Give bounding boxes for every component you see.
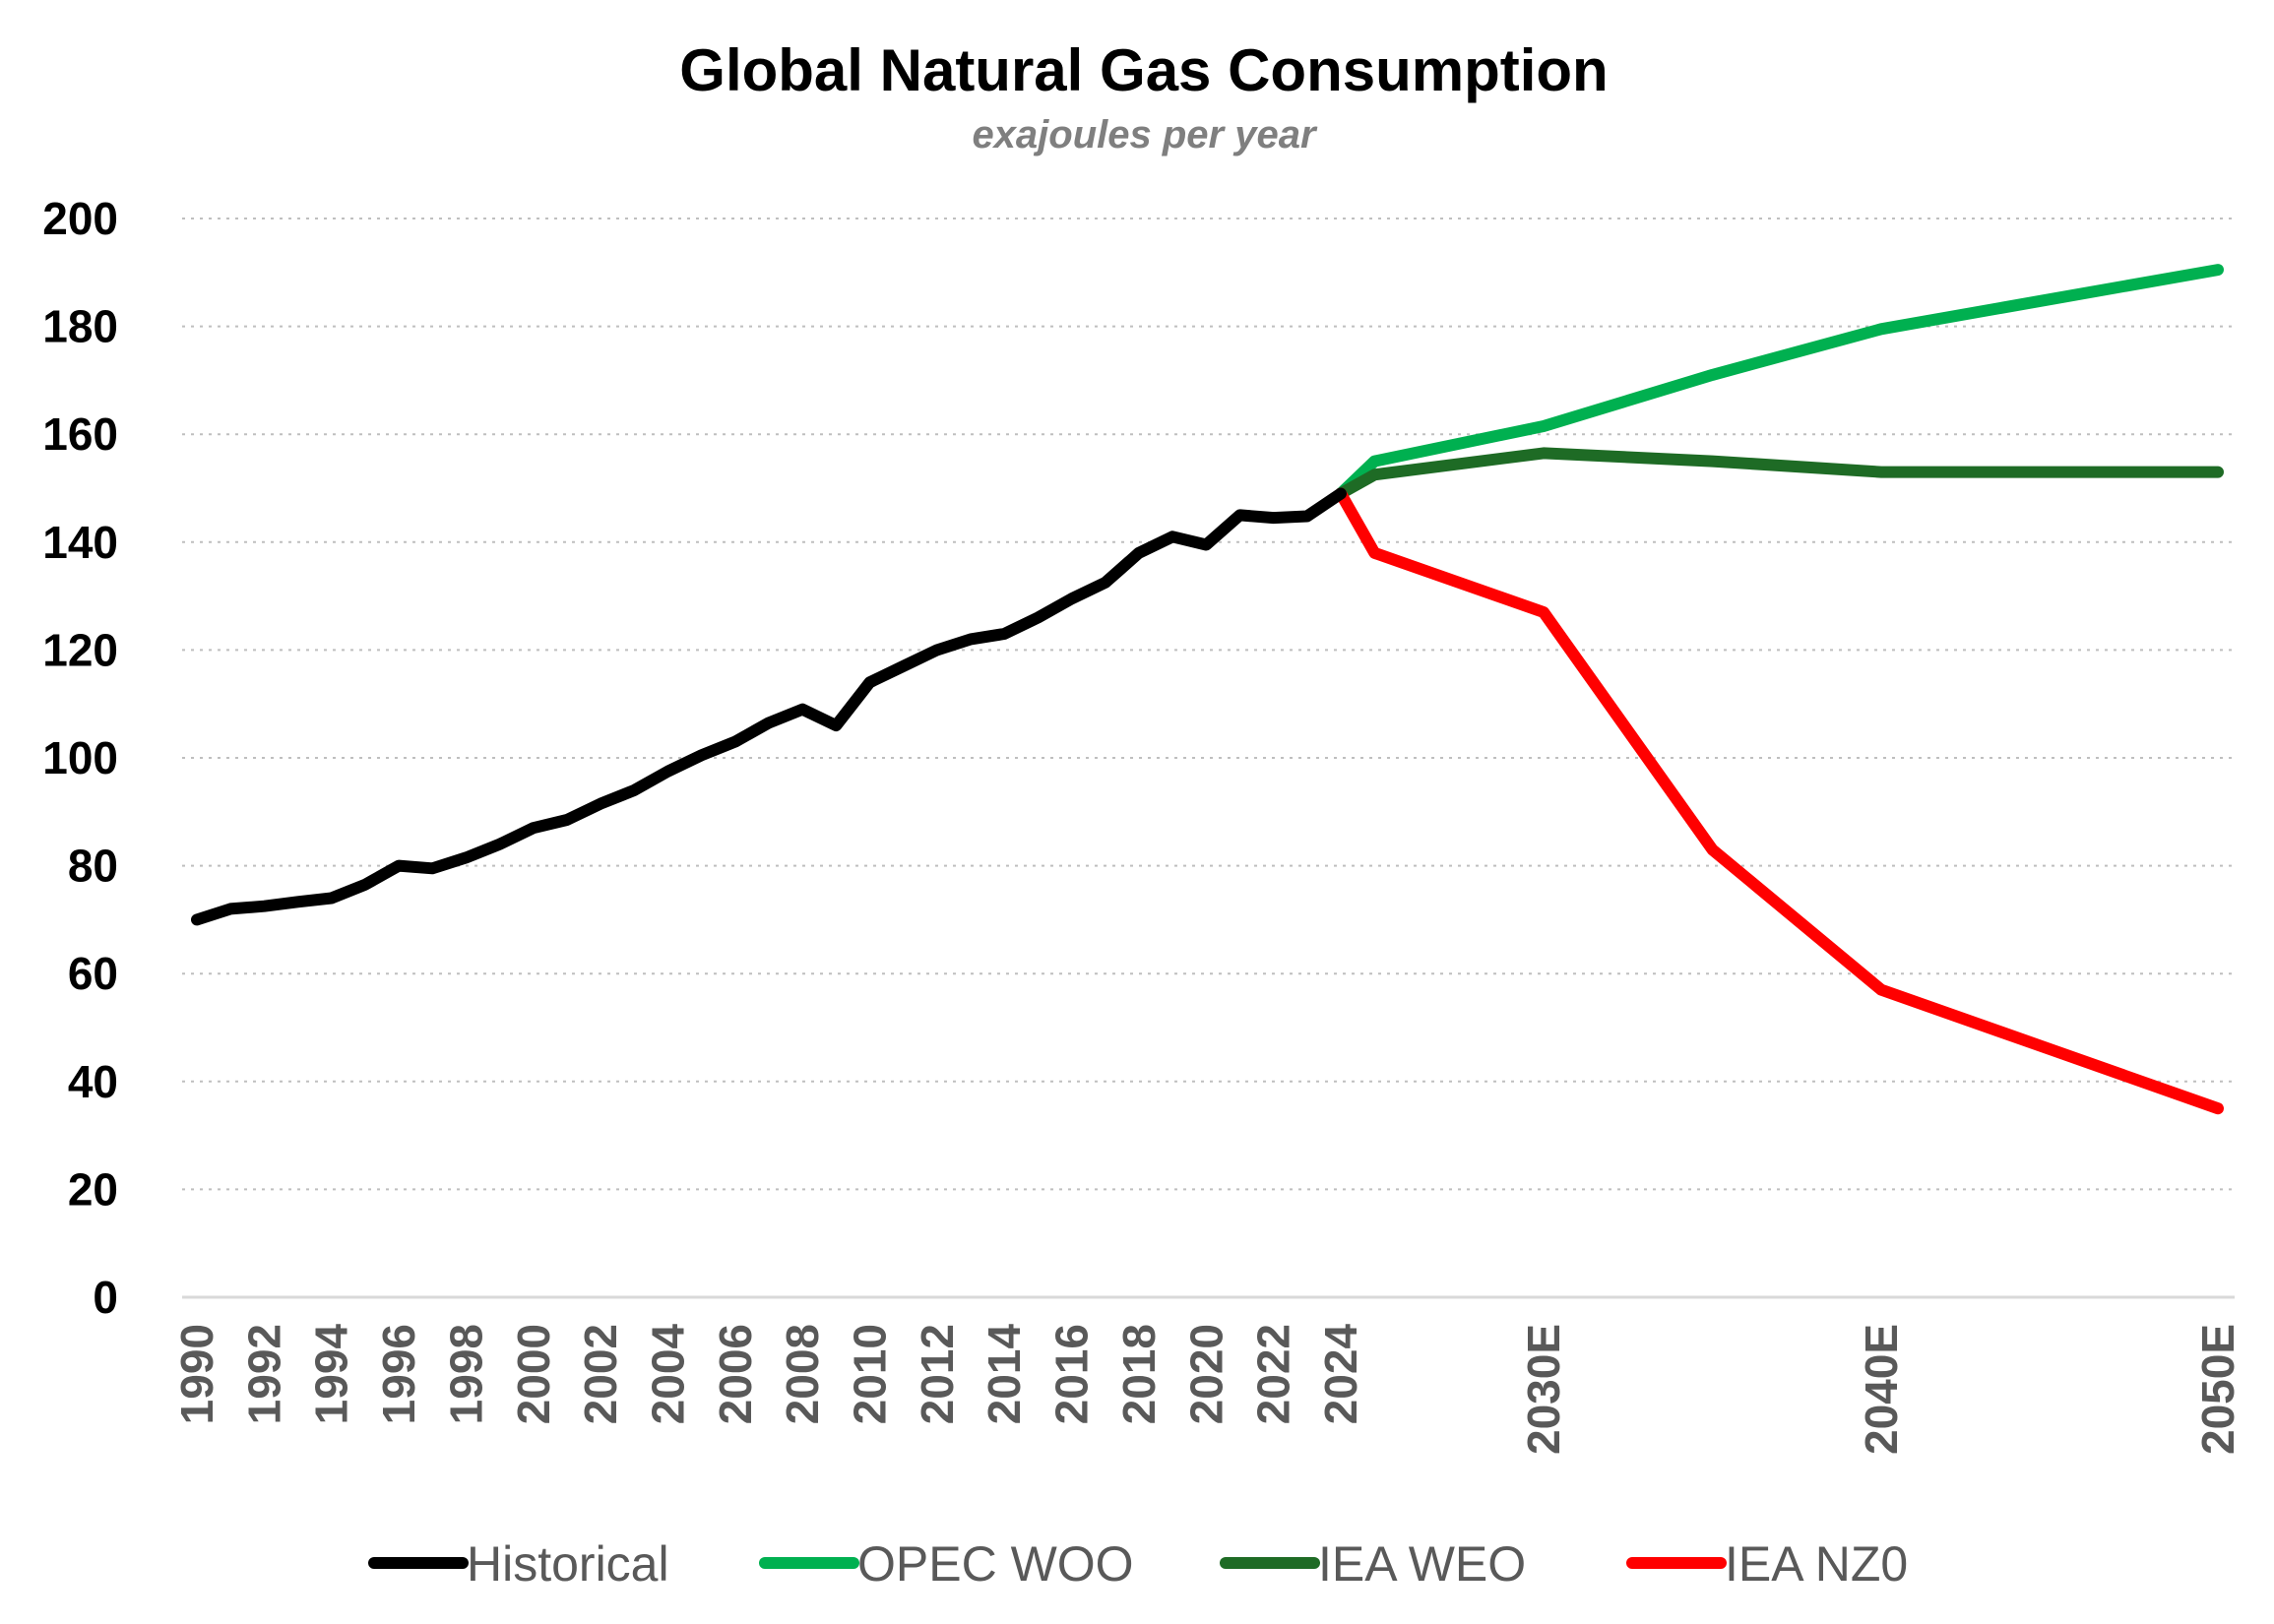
x-tick-label: 2050E [2192,1324,2243,1455]
y-tick-label: 40 [68,1056,118,1107]
x-tick-label: 2000 [508,1324,559,1424]
y-tick-label: 80 [68,841,118,892]
series-line-iea-nz0 [1335,487,2224,1115]
x-tick-label: 1994 [306,1324,357,1425]
x-tick-label: 2004 [642,1324,693,1425]
gridlines [182,218,2235,1191]
x-tick-label: 2002 [575,1324,626,1424]
y-tick-label: 140 [42,517,118,568]
x-tick-label: 1990 [171,1324,222,1424]
x-tick-label: 2016 [1046,1324,1098,1424]
x-tick-label: 2024 [1315,1324,1366,1425]
legend-label-iea-nz0: IEA NZ0 [1725,1536,1908,1592]
y-axis-tick-labels: 0 20 40 60 80 100 120 140 160 180 200 [42,193,118,1323]
y-tick-label: 60 [68,948,118,999]
y-tick-label: 0 [93,1272,118,1323]
y-tick-label: 200 [42,193,118,244]
x-axis-tick-labels: 1990 1992 1994 1996 1998 2000 2002 2004 2006 2008… [171,1324,2243,1455]
x-tick-label: 1998 [440,1324,491,1424]
legend: Historical OPEC WOO IEA WEO IEA NZ0 [368,1536,1908,1592]
legend-label-opec-woo: OPEC WOO [857,1536,1134,1592]
series-line-opec-woo [1335,264,2224,500]
series-line-iea-weo [1335,447,2224,500]
y-tick-label: 100 [42,732,118,783]
chart-title: Global Natural Gas Consumption [679,37,1608,103]
y-tick-label: 160 [42,408,118,460]
series-line-historical [191,487,1347,926]
x-tick-label: 2040E [1856,1324,1907,1455]
x-tick-label: 2010 [845,1324,896,1424]
series-lines [191,264,2224,1115]
x-tick-label: 2006 [710,1324,761,1424]
x-tick-label: 2008 [777,1324,828,1424]
y-tick-label: 120 [42,624,118,675]
x-tick-label: 1992 [238,1324,289,1424]
x-tick-label: 2012 [912,1324,963,1424]
chart-subtitle: exajoules per year [972,113,1318,156]
x-tick-label: 2030E [1518,1324,1569,1455]
legend-label-historical: Historical [467,1536,669,1592]
x-tick-label: 2022 [1248,1324,1299,1424]
y-tick-label: 180 [42,301,118,352]
x-tick-label: 2014 [979,1324,1030,1425]
x-tick-label: 2018 [1113,1324,1165,1424]
x-tick-label: 2020 [1180,1324,1232,1424]
y-tick-label: 20 [68,1163,118,1215]
legend-label-iea-weo: IEA WEO [1318,1536,1526,1592]
x-tick-label: 1996 [373,1324,424,1424]
